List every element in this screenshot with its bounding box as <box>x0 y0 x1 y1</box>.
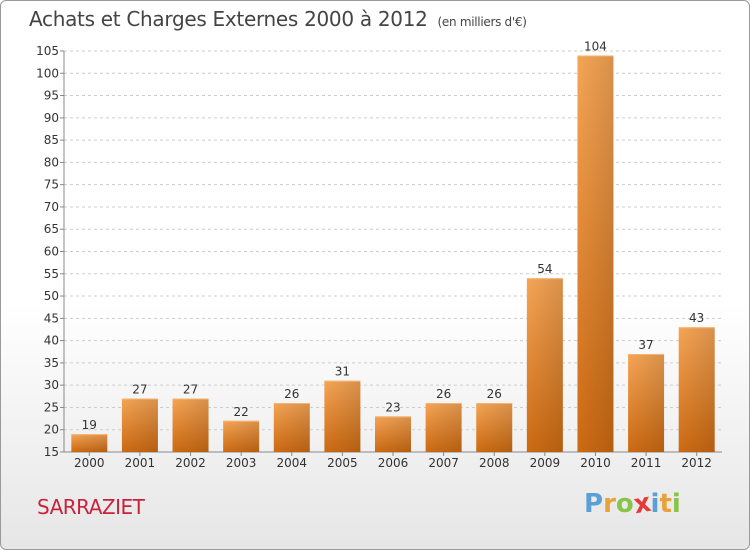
y-tick-label: 70 <box>44 200 59 214</box>
bar-shade <box>425 402 462 452</box>
y-tick-label: 25 <box>44 400 59 414</box>
y-tick-label: 15 <box>44 445 59 459</box>
bar-shade <box>324 380 361 452</box>
label-layer: 19 2000 27 2001 27 2002 22 2003 26 2004 31 2005 23 20… <box>74 39 712 470</box>
bar-value-label: 19 <box>82 418 97 432</box>
y-tick-label: 85 <box>44 133 59 147</box>
bar-shade <box>628 353 665 452</box>
bar-value-label: 23 <box>385 400 400 414</box>
bar-value-label: 31 <box>335 365 350 379</box>
bar-value-label: 26 <box>284 387 299 401</box>
bar-shade <box>476 402 513 452</box>
logo-letter: t <box>659 489 672 519</box>
y-tick-label: 50 <box>44 289 59 303</box>
y-tick-label: 105 <box>36 44 59 58</box>
axis-layer: 15 20 25 30 35 40 45 50 55 60 65 70 75 80 85 90 95 100 105 <box>36 44 722 459</box>
logo-letter: r <box>603 489 616 519</box>
bar-layer <box>71 55 715 452</box>
logo-letter: P <box>584 489 604 519</box>
x-tick-label: 2010 <box>580 456 611 470</box>
y-tick-label: 45 <box>44 311 59 325</box>
proxiti-logo: Proxiti <box>584 488 681 520</box>
bar-shade <box>577 55 614 452</box>
bar-shade <box>223 420 260 452</box>
chart-title: Achats et Charges Externes 2000 à 2012 (e… <box>29 7 527 31</box>
bar-shade <box>71 434 108 452</box>
x-tick-label: 2004 <box>276 456 307 470</box>
bar-shade <box>121 398 158 452</box>
bar-shade <box>526 278 563 452</box>
y-tick-label: 90 <box>44 111 59 125</box>
y-tick-label: 55 <box>44 267 59 281</box>
x-tick-label: 2011 <box>631 456 662 470</box>
bar-value-label: 26 <box>436 387 451 401</box>
x-tick-label: 2002 <box>175 456 206 470</box>
bar-value-label: 27 <box>132 383 147 397</box>
y-tick-label: 30 <box>44 378 59 392</box>
bar-value-label: 104 <box>584 39 607 53</box>
x-tick-label: 2009 <box>530 456 561 470</box>
x-tick-label: 2003 <box>226 456 257 470</box>
x-tick-label: 2000 <box>74 456 105 470</box>
bar-shade <box>273 402 310 452</box>
bar-value-label: 26 <box>487 387 502 401</box>
chart-title-text: Achats et Charges Externes 2000 à 2012 <box>29 7 428 31</box>
x-tick-label: 2006 <box>378 456 409 470</box>
x-tick-label: 2005 <box>327 456 358 470</box>
logo-letter: o <box>615 489 634 519</box>
y-tick-label: 20 <box>44 423 59 437</box>
bar-value-label: 22 <box>234 405 249 419</box>
y-tick-label: 100 <box>36 66 59 80</box>
x-tick-label: 2008 <box>479 456 510 470</box>
commune-name: SARRAZIET <box>37 495 145 519</box>
logo-letter: i <box>650 489 660 519</box>
y-tick-label: 65 <box>44 222 59 236</box>
logo-letter: i <box>671 489 681 519</box>
x-tick-label: 2007 <box>428 456 459 470</box>
x-tick-label: 2012 <box>681 456 712 470</box>
y-tick-label: 75 <box>44 178 59 192</box>
y-tick-label: 60 <box>44 245 59 259</box>
x-tick-label: 2001 <box>125 456 156 470</box>
grid-layer <box>64 50 722 453</box>
bar-value-label: 54 <box>537 262 552 276</box>
y-tick-label: 95 <box>44 89 59 103</box>
bar-shade <box>375 416 411 452</box>
bar-shade <box>678 327 715 452</box>
bar-value-label: 27 <box>183 383 198 397</box>
y-tick-label: 80 <box>44 155 59 169</box>
bar-shade <box>172 398 209 452</box>
bar-value-label: 43 <box>689 311 704 325</box>
chart-unit: (en milliers d'€) <box>437 15 527 29</box>
y-tick-label: 40 <box>44 334 59 348</box>
bar-value-label: 37 <box>638 338 653 352</box>
y-tick-label: 35 <box>44 356 59 370</box>
